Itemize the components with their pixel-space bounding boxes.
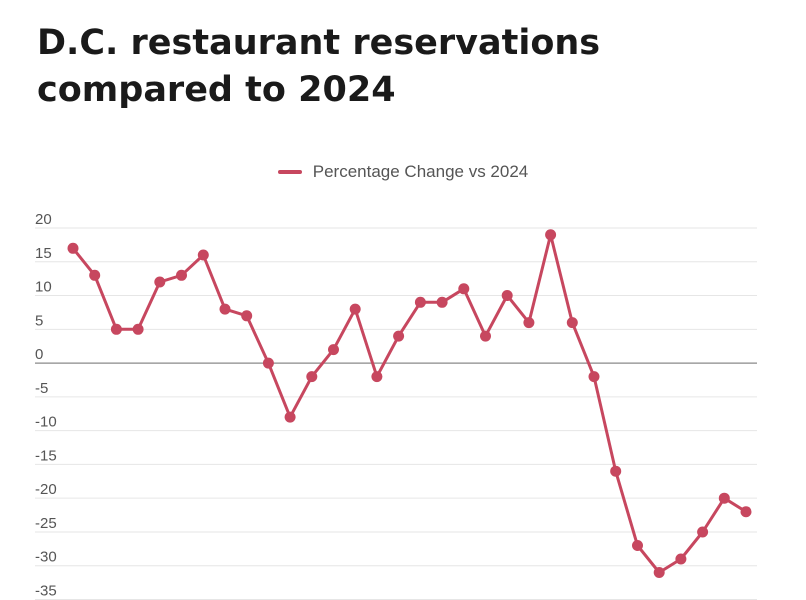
data-point[interactable] — [718, 492, 730, 504]
y-tick-label: 10 — [35, 279, 52, 296]
y-tick-label: 0 — [35, 346, 43, 363]
data-point[interactable] — [697, 526, 709, 538]
data-point[interactable] — [67, 242, 79, 254]
data-point[interactable] — [740, 506, 752, 518]
data-point[interactable] — [566, 317, 578, 329]
data-point[interactable] — [219, 303, 231, 315]
data-point[interactable] — [349, 303, 361, 315]
y-tick-label: -35 — [35, 583, 57, 600]
y-tick-label: 5 — [35, 312, 43, 329]
data-point[interactable] — [610, 465, 622, 477]
data-point[interactable] — [176, 269, 187, 281]
y-axis-ticks: 20 15 10 5 0 -5 -10 -15 -20 -25 -30 -35 — [35, 211, 57, 600]
series — [67, 229, 752, 578]
data-point[interactable] — [458, 283, 470, 295]
data-point[interactable] — [306, 371, 318, 383]
legend-swatch — [277, 170, 302, 174]
legend-label: Percentage Change vs 2024 — [312, 162, 529, 181]
y-tick-label: 20 — [35, 211, 52, 228]
data-point[interactable] — [197, 249, 209, 261]
data-point[interactable] — [436, 296, 448, 308]
data-point[interactable] — [241, 310, 253, 322]
data-point[interactable] — [110, 323, 122, 335]
data-point[interactable] — [89, 269, 101, 281]
data-point[interactable] — [545, 229, 557, 241]
data-point[interactable] — [414, 296, 426, 308]
gridlines — [35, 227, 757, 600]
data-point[interactable] — [632, 540, 643, 551]
y-tick-label: 15 — [35, 245, 52, 262]
data-point[interactable] — [523, 317, 535, 329]
data-point[interactable] — [675, 553, 687, 565]
data-point[interactable] — [588, 371, 600, 383]
y-tick-label: -10 — [35, 414, 57, 431]
y-tick-label: -5 — [35, 380, 48, 397]
data-point[interactable] — [480, 330, 491, 342]
data-point[interactable] — [132, 323, 144, 335]
data-point[interactable] — [371, 371, 383, 383]
y-tick-label: -30 — [35, 549, 57, 566]
legend: Percentage Change vs 2024 — [0, 162, 806, 182]
chart-title: D.C. restaurant reservations compared to… — [37, 23, 601, 110]
data-point[interactable] — [393, 330, 405, 342]
data-point[interactable] — [262, 357, 274, 369]
y-tick-label: -20 — [35, 481, 57, 498]
data-point[interactable] — [653, 567, 665, 578]
y-tick-label: -15 — [35, 447, 57, 464]
data-point[interactable] — [501, 290, 513, 301]
data-point[interactable] — [154, 276, 166, 288]
y-tick-label: -25 — [35, 515, 57, 532]
series-line — [71, 233, 748, 574]
data-point[interactable] — [284, 411, 296, 423]
data-point[interactable] — [328, 344, 339, 356]
